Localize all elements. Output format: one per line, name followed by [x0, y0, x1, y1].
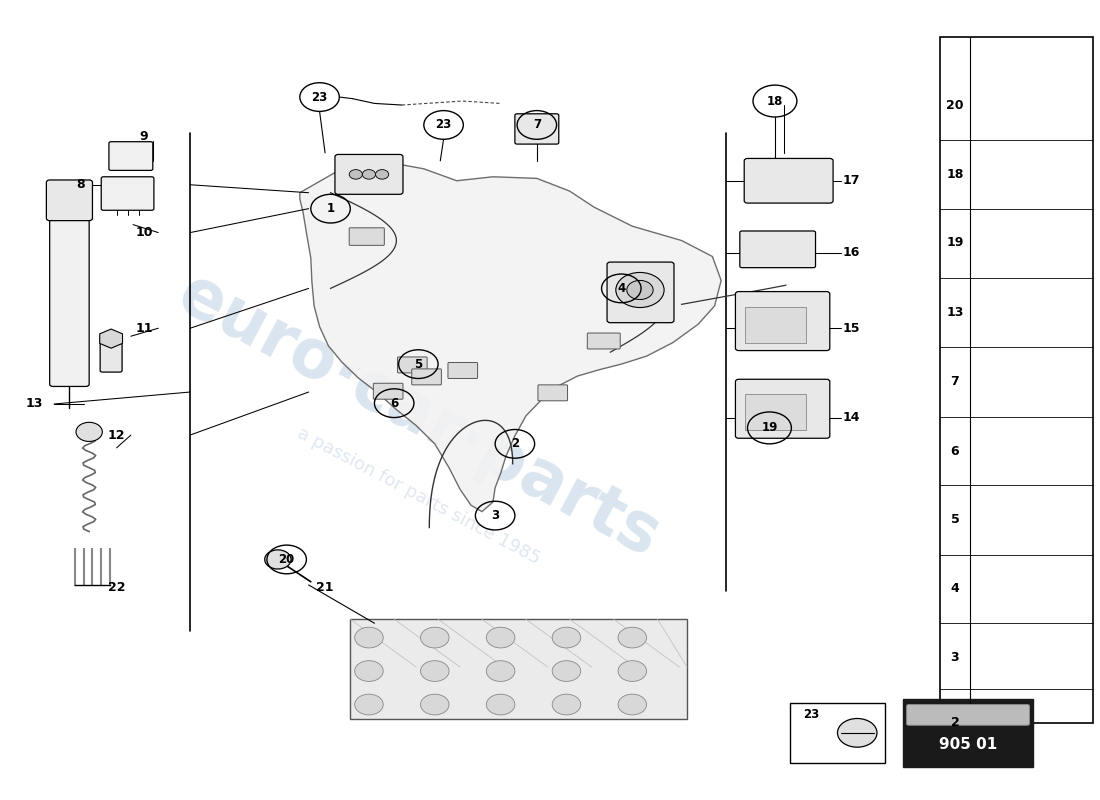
Text: 17: 17: [843, 174, 860, 187]
Text: 3: 3: [950, 651, 959, 664]
Text: 2: 2: [950, 716, 959, 730]
FancyBboxPatch shape: [607, 262, 674, 322]
FancyBboxPatch shape: [46, 180, 92, 221]
FancyBboxPatch shape: [109, 142, 153, 170]
Text: 3: 3: [491, 509, 499, 522]
Text: 13: 13: [25, 398, 43, 410]
Text: 19: 19: [761, 422, 778, 434]
Text: 4: 4: [950, 582, 959, 595]
FancyBboxPatch shape: [100, 337, 122, 372]
Text: 10: 10: [135, 226, 153, 239]
Text: 12: 12: [108, 429, 125, 442]
Text: 6: 6: [390, 397, 398, 410]
Text: 20: 20: [278, 553, 295, 566]
Text: euro·car·parts: euro·car·parts: [166, 261, 671, 571]
Text: 20: 20: [946, 98, 964, 111]
Text: 19: 19: [946, 237, 964, 250]
Circle shape: [265, 550, 292, 569]
Circle shape: [420, 627, 449, 648]
Circle shape: [354, 694, 383, 715]
Text: 21: 21: [317, 581, 333, 594]
Circle shape: [552, 694, 581, 715]
FancyBboxPatch shape: [736, 291, 829, 350]
Text: 11: 11: [135, 322, 153, 334]
FancyBboxPatch shape: [50, 214, 89, 386]
Text: 2: 2: [510, 438, 519, 450]
Circle shape: [618, 694, 647, 715]
FancyBboxPatch shape: [349, 228, 384, 246]
Text: 23: 23: [311, 90, 328, 103]
Circle shape: [375, 170, 388, 179]
FancyBboxPatch shape: [411, 369, 441, 385]
FancyBboxPatch shape: [939, 38, 1093, 723]
Text: 14: 14: [843, 411, 860, 424]
Text: 15: 15: [843, 322, 860, 334]
Circle shape: [420, 661, 449, 682]
FancyBboxPatch shape: [587, 333, 620, 349]
Text: 1: 1: [327, 202, 334, 215]
Polygon shape: [350, 619, 688, 719]
FancyBboxPatch shape: [790, 703, 884, 762]
Polygon shape: [300, 161, 722, 512]
Circle shape: [354, 627, 383, 648]
FancyBboxPatch shape: [397, 357, 427, 373]
Circle shape: [837, 718, 877, 747]
Polygon shape: [100, 329, 122, 348]
Circle shape: [486, 661, 515, 682]
Text: 18: 18: [767, 94, 783, 107]
Circle shape: [618, 661, 647, 682]
Text: 13: 13: [946, 306, 964, 319]
Text: 6: 6: [950, 445, 959, 458]
FancyBboxPatch shape: [740, 231, 815, 268]
Text: a passion for parts since 1985: a passion for parts since 1985: [294, 424, 543, 568]
Text: 23: 23: [803, 709, 820, 722]
Circle shape: [349, 170, 362, 179]
Text: 18: 18: [946, 168, 964, 181]
Text: 23: 23: [436, 118, 452, 131]
Text: 5: 5: [415, 358, 422, 370]
Circle shape: [552, 627, 581, 648]
FancyBboxPatch shape: [334, 154, 403, 194]
Circle shape: [362, 170, 375, 179]
Text: 9: 9: [140, 130, 148, 143]
FancyBboxPatch shape: [538, 385, 568, 401]
Text: 7: 7: [532, 118, 541, 131]
FancyBboxPatch shape: [515, 114, 559, 144]
FancyBboxPatch shape: [903, 699, 1033, 766]
FancyBboxPatch shape: [746, 394, 805, 430]
Text: 8: 8: [76, 178, 85, 191]
Circle shape: [420, 694, 449, 715]
FancyBboxPatch shape: [101, 177, 154, 210]
FancyBboxPatch shape: [448, 362, 477, 378]
Circle shape: [486, 627, 515, 648]
Text: 7: 7: [950, 375, 959, 388]
Circle shape: [616, 273, 664, 307]
Circle shape: [627, 281, 653, 299]
FancyBboxPatch shape: [745, 158, 833, 203]
FancyBboxPatch shape: [736, 379, 829, 438]
Circle shape: [618, 627, 647, 648]
FancyBboxPatch shape: [746, 306, 805, 342]
Text: 22: 22: [108, 581, 125, 594]
Circle shape: [76, 422, 102, 442]
Text: 16: 16: [843, 246, 860, 259]
Text: 4: 4: [617, 282, 626, 295]
Circle shape: [552, 661, 581, 682]
Circle shape: [354, 661, 383, 682]
Text: 5: 5: [950, 513, 959, 526]
Circle shape: [486, 694, 515, 715]
FancyBboxPatch shape: [373, 383, 403, 399]
Text: 905 01: 905 01: [939, 737, 998, 752]
FancyBboxPatch shape: [906, 705, 1030, 726]
